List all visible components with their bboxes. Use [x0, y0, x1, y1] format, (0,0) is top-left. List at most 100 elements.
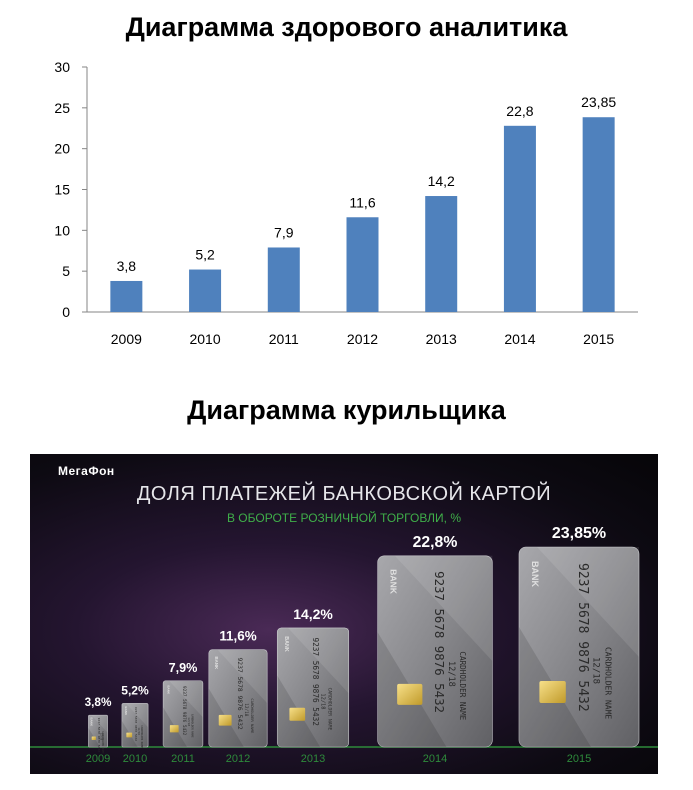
card-facet: [537, 547, 639, 657]
data-label-2014: 22,8%: [413, 534, 458, 551]
x-tick-label-2010: 2010: [189, 331, 220, 347]
year-label-2011: 2011: [171, 753, 195, 765]
y-tick-label: 15: [54, 182, 70, 198]
bar-2010: [189, 269, 222, 312]
x-tick-label-2012: 2012: [347, 331, 378, 347]
y-tick-label: 10: [54, 222, 70, 238]
infographic-subtitle: В ОБОРОТЕ РОЗНИЧНОЙ ТОРГОВЛИ, %: [227, 510, 461, 525]
card-holder-name: CARDHOLDER NAME: [140, 725, 144, 748]
card-bank-label: BANK: [388, 569, 398, 595]
card-number: 9237 5678 9876 5432: [432, 571, 447, 713]
card-facet: [125, 703, 149, 728]
card-bank-label: BANK: [90, 717, 94, 726]
data-label-2013: 14,2: [428, 173, 455, 189]
card-chip-icon: [218, 714, 232, 726]
card-chip-icon: [539, 681, 566, 703]
data-label-2010: 5,2%: [121, 683, 149, 697]
chart-axes: 0 5 10 15 20 25 30: [54, 59, 638, 320]
card-bank-label: BANK: [214, 657, 219, 670]
data-label-2011: 7,9%: [169, 661, 198, 675]
x-tick-label-2015: 2015: [583, 331, 614, 347]
year-label-2009: 2009: [86, 753, 110, 765]
bar-2011: [267, 247, 300, 312]
card-bars: BANK 9237 5678 9876 5432 CARDHOLDER NAME12…: [85, 525, 640, 765]
infographic-canvas: МегаФон ДОЛЯ ПЛАТЕЖЕЙ БАНКОВСКОЙ КАРТОЙ …: [30, 464, 658, 765]
y-tick-label: 5: [62, 263, 70, 279]
card-expiry: 12/18: [320, 693, 326, 709]
card-chip-icon: [126, 732, 133, 738]
card-chip-icon: [169, 725, 179, 733]
x-tick-label-2009: 2009: [111, 331, 142, 347]
card-holder-name: CARDHOLDER NAME: [250, 698, 255, 734]
chart-bars: 3,8 2009 5,2 2010 7,9 2011 11,6 2012 14,2 2013 22,…: [110, 94, 616, 347]
y-tick-label: 25: [54, 100, 70, 116]
data-label-2010: 5,2: [195, 247, 215, 263]
card-bank-label: BANK: [166, 685, 170, 694]
card-number: 9237 5678 9876 5432: [311, 637, 320, 725]
card-bank-label: BANK: [283, 636, 289, 652]
bar-2012: [346, 217, 379, 312]
data-label-2015: 23,85: [581, 94, 616, 110]
card-expiry: 12/18: [137, 727, 141, 735]
year-label-2013: 2013: [301, 753, 325, 765]
card-bar-2013: BANK 9237 5678 9876 5432 CARDHOLDER NAME12…: [276, 606, 350, 765]
card-holder-name: CARDHOLDER NAME: [101, 731, 105, 754]
data-label-2011: 7,9: [274, 224, 294, 240]
bar-2013: [425, 196, 458, 312]
card-number: 9237 5678 9876 5432: [575, 563, 590, 712]
card-expiry: 12/18: [590, 657, 600, 684]
card-bar-2014: BANK 9237 5678 9876 5432 CARDHOLDER NAME12…: [377, 534, 493, 765]
bar-2015: [582, 117, 615, 312]
card-facet: [217, 649, 268, 704]
x-tick-label-2011: 2011: [269, 331, 299, 347]
card-number: 9237 5678 9876 5432: [97, 718, 101, 753]
y-tick-label: 30: [54, 59, 70, 75]
year-label-2012: 2012: [226, 753, 250, 765]
chart-title-healthy: Диаграмма здорового аналитика: [125, 12, 568, 42]
card-bar-2011: BANK 9237 5678 9876 5432 CARDHOLDER NAME12…: [162, 661, 204, 765]
card-expiry: 12/18: [446, 661, 456, 687]
card-bank-label: BANK: [530, 561, 540, 587]
card-facet: [121, 720, 138, 747]
x-tick-label-2014: 2014: [504, 331, 535, 347]
data-label-2014: 22,8: [506, 103, 533, 119]
card-number: 9237 5678 9876 5432: [134, 707, 138, 742]
infographic-title: ДОЛЯ ПЛАТЕЖЕЙ БАНКОВСКОЙ КАРТОЙ: [137, 481, 551, 505]
card-expiry: 12/18: [99, 733, 103, 741]
card-facet: [394, 555, 493, 661]
bar-chart-healthy: 0 5 10 15 20 25 30 3,8 2009 5,2 2010 7,9 2011 11,6 20…: [54, 59, 638, 347]
card-holder-name: CARDHOLDER NAME: [458, 651, 467, 720]
card-expiry: 12/18: [187, 717, 191, 726]
card-bank-label: BANK: [124, 706, 128, 715]
card-chip-icon: [289, 707, 306, 721]
smoker-infographic: МегаФон ДОЛЯ ПЛАТЕЖЕЙ БАНКОВСКОЙ КАРТОЙ …: [30, 454, 658, 774]
year-label-2014: 2014: [423, 753, 447, 765]
year-label-2010: 2010: [123, 753, 147, 765]
card-number: 9237 5678 9876 5432: [236, 658, 243, 730]
card-bar-2010: BANK 9237 5678 9876 5432 CARDHOLDER NAME12…: [121, 683, 149, 765]
card-holder-name: CARDHOLDER NAME: [191, 714, 195, 738]
data-label-2015: 23,85%: [552, 525, 606, 542]
x-tick-label-2013: 2013: [426, 331, 457, 347]
card-expiry: 12/18: [243, 703, 249, 716]
bar-2014: [503, 125, 536, 312]
card-number: 9237 5678 9876 5432: [181, 686, 187, 736]
card-chip-icon: [91, 736, 96, 740]
data-label-2012: 11,6%: [219, 629, 256, 644]
data-label-2009: 3,8%: [85, 696, 112, 709]
data-label-2012: 11,6: [349, 194, 375, 210]
bar-2009: [110, 280, 143, 312]
card-facet: [287, 627, 349, 694]
card-bar-2012: BANK 9237 5678 9876 5432 CARDHOLDER NAME12…: [208, 629, 268, 765]
data-label-2013: 14,2%: [293, 606, 333, 622]
card-holder-name: CARDHOLDER NAME: [327, 687, 333, 730]
card-bar-2015: BANK 9237 5678 9876 5432 CARDHOLDER NAME12…: [518, 525, 640, 765]
card-holder-name: CARDHOLDER NAME: [603, 647, 612, 719]
year-label-2015: 2015: [567, 753, 591, 765]
card-bar-2009: BANK 9237 5678 9876 5432 CARDHOLDER NAME12…: [85, 696, 112, 765]
megafon-logo: МегаФон: [58, 464, 115, 478]
y-tick-label: 0: [62, 304, 70, 320]
card-facet: [169, 680, 203, 718]
card-chip-icon: [397, 683, 423, 705]
data-label-2009: 3,8: [117, 258, 137, 274]
